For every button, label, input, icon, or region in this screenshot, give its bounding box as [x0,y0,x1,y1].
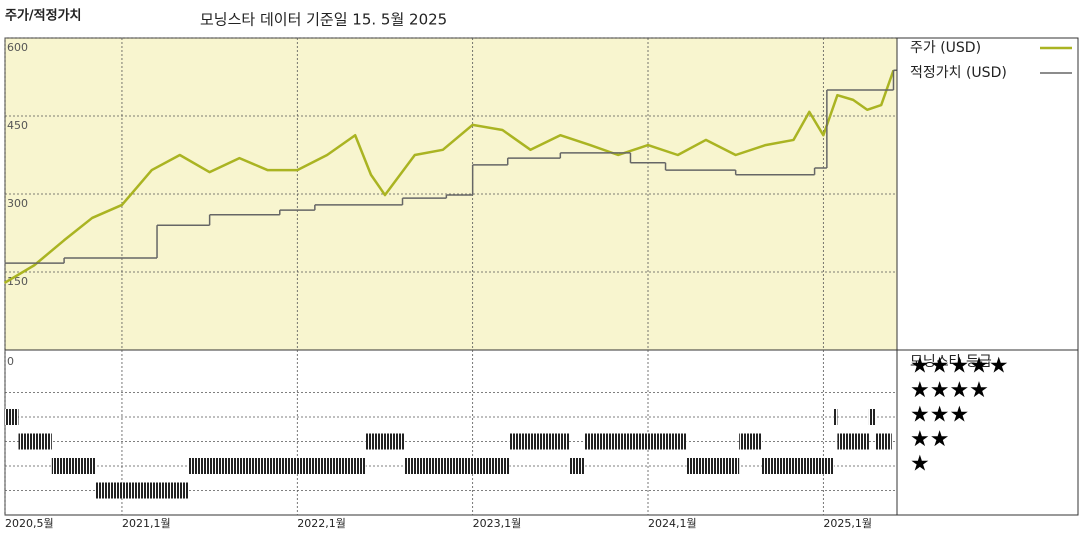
rating-bar [95,482,189,499]
rating-level-label: ★★★★★ [910,354,1009,379]
rating-bar [875,433,892,450]
y-tick-label: 300 [7,197,28,210]
rating-bar [569,458,585,474]
rating-panel [4,349,1079,516]
rating-bar [868,409,876,425]
rating-level-label: ★★ [910,427,949,452]
rating-bar [188,458,366,474]
rating-bar [686,458,740,474]
rating-bar [509,433,570,450]
x-tick-label: 2022,1월 [297,517,346,530]
rating-bar [739,433,762,450]
rating-level-label: ★★★★ [910,378,989,403]
rating-bar [584,433,687,450]
x-tick-label: 2024,1월 [648,517,697,530]
rating-level-label: ★★★ [910,403,969,428]
rating-bar [404,458,510,474]
legend-label: 주가 (USD) [910,40,981,56]
price-line [3,69,895,284]
rating-bar [365,433,405,450]
y-tick-label: 600 [7,41,28,54]
rating-level-label: ★ [910,452,930,477]
y-tick-label: 450 [7,119,28,132]
chart-title: 주가/적정가치 [5,8,82,24]
x-tick-label: 2023,1월 [473,517,522,530]
x-tick-label: 2021,1월 [122,517,171,530]
rating-title: 모닝스타 등급 [910,354,992,370]
rating-bar [18,433,52,450]
legend-label: 적정가치 (USD) [910,65,1007,81]
rating-bar [4,409,19,425]
x-tick-label: 2025,1월 [823,517,872,530]
rating-bar [833,409,838,425]
rating-bar [51,458,96,474]
rating-bar [837,433,869,450]
x-tick-label: 2020,5월 [5,517,54,530]
rating-axis-label: 0 [7,355,14,368]
y-tick-label: 150 [7,275,28,288]
rating-bar [761,458,834,474]
chart-subtitle: 모닝스타 데이터 기준일 15. 5월 2025 [200,11,447,29]
